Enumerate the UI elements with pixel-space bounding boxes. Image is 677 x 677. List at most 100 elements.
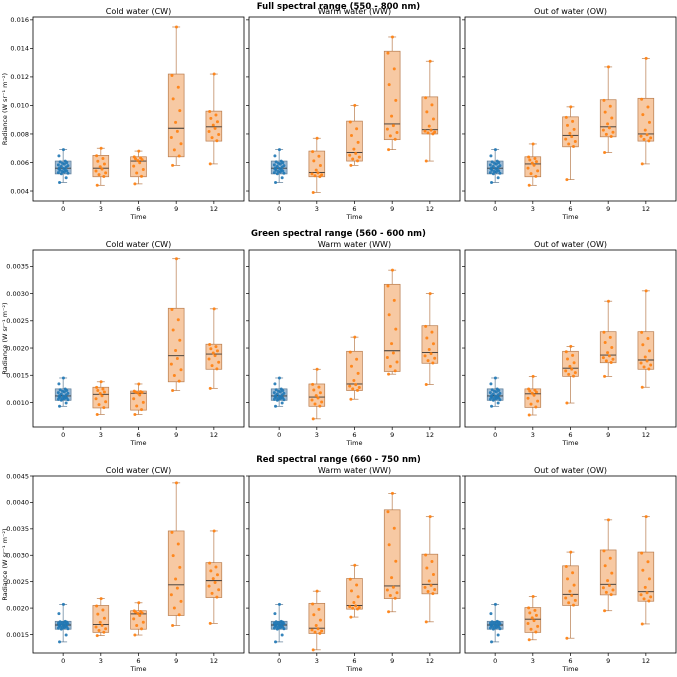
data-point (277, 376, 281, 380)
data-point (423, 129, 427, 133)
panel-title: Out of water (OW) (534, 240, 607, 249)
data-point (274, 620, 278, 624)
data-point (565, 577, 569, 581)
data-point (355, 357, 359, 361)
box-body (562, 565, 579, 606)
data-point (424, 383, 428, 387)
data-point (353, 563, 357, 567)
data-point (316, 171, 320, 175)
data-point (172, 148, 176, 152)
data-point (272, 391, 276, 395)
data-point (386, 51, 390, 55)
x-tick-label: 3 (531, 657, 535, 665)
data-point (641, 568, 645, 572)
panel-title: Cold water (CW) (106, 240, 171, 249)
data-point (133, 182, 137, 186)
panel-title: Warm water (WW) (318, 240, 391, 249)
data-point (640, 622, 644, 626)
data-point (603, 110, 607, 114)
data-point (95, 154, 99, 158)
box-12 (205, 72, 223, 166)
data-point (564, 350, 568, 354)
box-6 (346, 103, 363, 167)
box-3 (308, 589, 326, 652)
data-point (526, 621, 530, 625)
x-axis-label: Time (562, 439, 579, 447)
panel-1-0: Cold water (CW) 0.0010 0.0015 0.0020 0.0025 0… (6, 240, 245, 447)
data-point (217, 360, 221, 364)
data-point (393, 596, 397, 600)
data-point (490, 160, 494, 164)
data-point (348, 153, 352, 157)
y-tick-label: 0.0025 (6, 578, 29, 586)
box-body (167, 73, 185, 158)
data-point (392, 67, 396, 71)
data-point (647, 139, 651, 143)
data-point (140, 408, 144, 412)
data-point (564, 115, 568, 119)
data-point (647, 577, 651, 581)
data-point (428, 59, 432, 63)
data-point (424, 324, 428, 328)
x-tick-label: 9 (174, 431, 178, 439)
data-point (94, 169, 98, 173)
data-point (98, 620, 102, 624)
data-point (274, 404, 278, 408)
y-tick-label: 0.0010 (6, 399, 29, 407)
data-point (274, 180, 278, 184)
box-12 (637, 515, 655, 626)
box-3 (524, 142, 542, 187)
data-point (171, 389, 175, 393)
data-point (313, 174, 317, 178)
data-point (273, 382, 277, 386)
data-point (531, 374, 535, 378)
data-point (357, 386, 361, 390)
data-point (277, 621, 281, 625)
data-point (171, 554, 175, 558)
box-3 (524, 374, 542, 417)
data-point (95, 604, 99, 608)
box-9 (167, 257, 185, 393)
data-point (66, 171, 70, 175)
data-point (608, 556, 612, 560)
data-point (606, 518, 610, 522)
data-point (310, 398, 314, 402)
data-point (312, 388, 316, 392)
data-point (320, 629, 324, 633)
data-point (490, 640, 494, 644)
y-tick-label: 0.014 (10, 45, 29, 53)
data-point (277, 166, 281, 170)
data-point (96, 612, 100, 616)
data-point (356, 595, 360, 599)
panel-2-1: Warm water (WW) 0 3 6 9 12 Time (246, 466, 461, 673)
data-point (207, 584, 211, 588)
data-point (567, 142, 571, 146)
x-tick-label: 12 (642, 431, 650, 439)
data-point (63, 619, 67, 623)
data-point (610, 346, 614, 350)
data-point (176, 318, 180, 322)
data-point (178, 565, 182, 569)
box-6 (130, 149, 147, 186)
data-point (609, 135, 613, 139)
data-point (349, 397, 353, 401)
x-tick-label: 6 (568, 205, 572, 213)
data-point (98, 165, 102, 169)
data-point (393, 137, 397, 141)
x-tick-label: 6 (352, 431, 356, 439)
chart-row-2: Red spectral range (660 - 750 nm) Radianc… (1, 455, 677, 673)
data-point (58, 180, 62, 184)
data-point (532, 619, 536, 623)
box-6 (562, 105, 579, 182)
data-point (431, 592, 435, 596)
box-12 (205, 307, 223, 390)
data-point (217, 588, 221, 592)
data-point (529, 172, 533, 176)
data-point (568, 131, 572, 135)
data-point (603, 151, 607, 155)
data-point (493, 389, 497, 393)
panel-0-1: Warm water (WW) 0 3 6 9 12 Time (246, 7, 461, 221)
data-point (311, 602, 315, 606)
x-tick-label: 6 (136, 657, 140, 665)
x-tick-label: 12 (426, 205, 434, 213)
